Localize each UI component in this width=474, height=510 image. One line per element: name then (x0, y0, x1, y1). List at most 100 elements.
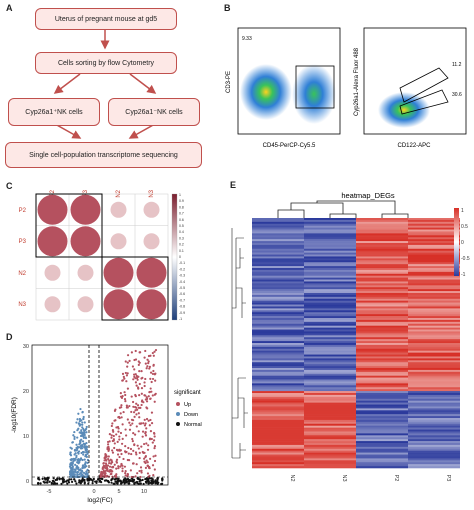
volcano-point-down (82, 415, 85, 419)
heatmap-cell (252, 268, 304, 271)
heatmap-cell (408, 360, 460, 363)
volcano-point-up (122, 410, 125, 414)
heatmap-cell (304, 393, 356, 396)
heatmap-cell (252, 246, 304, 250)
heatmap-cell (252, 431, 304, 434)
heatmap-cell (356, 389, 408, 392)
heatmap-col-label-2: N3 (341, 474, 347, 481)
volcano-point-up (105, 455, 108, 458)
volcano-point-up (135, 463, 138, 466)
heatmap-cell (408, 319, 460, 323)
heatmap-cell (252, 325, 304, 328)
heatmap-cell (408, 437, 460, 440)
heatmap-cell (252, 312, 304, 315)
volcano-point-normal (126, 477, 130, 481)
volcano-ylabel: -log10(FDR) (11, 397, 18, 433)
flow-right-xlabel: CD122-APC (397, 143, 431, 149)
heatmap-cell (252, 321, 304, 325)
heatmap-colorbar (454, 208, 459, 276)
heatmap-cell (356, 333, 408, 336)
legend-normal-marker (176, 422, 180, 426)
volcano-point-normal (55, 482, 59, 485)
heatmap-cell (252, 394, 304, 398)
heatmap-scale-1: 1 (461, 208, 464, 214)
heatmap-cell (408, 294, 460, 298)
volcano-point-normal (160, 482, 163, 486)
corr-cell-n2-p3 (77, 264, 94, 281)
volcano-point-down (85, 470, 88, 473)
heatmap-cell (304, 360, 356, 363)
heatmap-cell (304, 441, 356, 444)
volcano-point-up (151, 441, 154, 444)
heatmap-cell (408, 414, 460, 417)
heatmap-cell (252, 371, 304, 375)
volcano-point-up (149, 430, 153, 433)
panel-c-label: C (6, 181, 13, 191)
heatmap-cell (304, 356, 356, 359)
volcano-point-up (120, 404, 123, 407)
volcano-point-normal (91, 479, 94, 483)
heatmap-cell (252, 400, 304, 403)
heatmap-cell (252, 437, 304, 440)
volcano-point-normal (70, 480, 74, 483)
heatmap-cell (408, 391, 460, 394)
heatmap-cell (408, 458, 460, 461)
corr-cell-p2-p2 (37, 194, 68, 225)
volcano-point-down (79, 468, 82, 471)
volcano-point-normal (145, 481, 148, 484)
heatmap-cell (252, 343, 304, 346)
volcano-point-up (134, 349, 137, 353)
heatmap-cell (304, 446, 356, 450)
heatmap-cell (252, 252, 304, 255)
heatmap-cell (408, 381, 460, 384)
heatmap-cell (408, 425, 460, 428)
volcano-point-up (145, 442, 148, 445)
corr-cluster-box-n (101, 256, 169, 321)
volcano-point-down (82, 471, 86, 474)
volcano-point-up (119, 465, 122, 468)
heatmap-cell (356, 271, 408, 275)
heatmap-cell (356, 321, 408, 325)
heatmap-cell (356, 408, 408, 411)
correlation-panel: P2 P3 N2 N3 P2 P3 N2 N3 1 0.9 0.8 0.7 (18, 189, 185, 321)
corr-cell-n2-n2 (103, 257, 134, 288)
volcano-point-up (131, 437, 134, 441)
volcano-point-up (123, 398, 127, 401)
volcano-point-up (144, 454, 147, 458)
volcano-point-up (113, 446, 116, 450)
volcano-point-down (75, 443, 78, 446)
heatmap-cell (356, 243, 408, 246)
heatmap-cell (408, 423, 460, 426)
heatmap-cell (252, 444, 304, 448)
volcano-point-normal (151, 478, 154, 481)
volcano-point-down (78, 442, 82, 445)
heatmap-cell (356, 443, 408, 446)
volcano-point-up (107, 449, 110, 452)
heatmap-cell (408, 314, 460, 317)
volcano-point-up (122, 457, 125, 461)
heatmap-cell (408, 337, 460, 340)
heatmap-cell (252, 316, 304, 319)
volcano-point-up (144, 394, 147, 397)
volcano-point-down (80, 429, 83, 432)
volcano-point-down (84, 461, 87, 464)
volcano-ytick-2: 10 (23, 434, 29, 440)
volcano-point-normal (111, 477, 114, 480)
heatmap-cell (356, 360, 408, 363)
volcano-point-down (76, 467, 80, 471)
heatmap-cell (408, 435, 460, 438)
volcano-point-down (76, 473, 79, 476)
heatmap-cell (304, 431, 356, 434)
volcano-point-normal (130, 477, 133, 480)
heatmap-cell (356, 364, 408, 367)
volcano-point-up (123, 450, 127, 453)
volcano-point-up (124, 400, 127, 403)
volcano-point-down (77, 412, 80, 415)
heatmap-cell (408, 456, 460, 459)
heatmap-cell (356, 458, 408, 461)
volcano-point-normal (70, 478, 73, 481)
volcano-point-up (136, 404, 140, 407)
volcano-point-down (69, 451, 72, 454)
panel-b-label: B (224, 3, 231, 13)
flow-box-cyp-neg: Cyp26a1⁻NK cells (108, 98, 200, 126)
